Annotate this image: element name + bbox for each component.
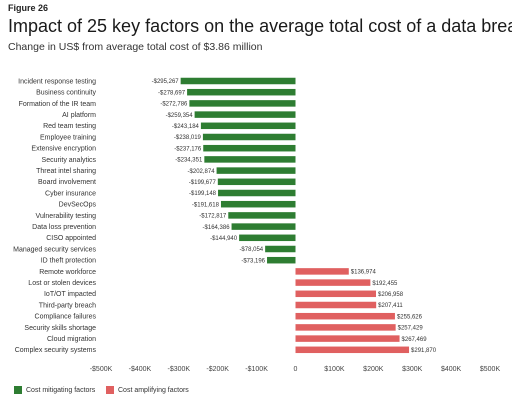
bar	[295, 279, 371, 286]
category-label: ID theft protection	[41, 258, 96, 265]
bar	[203, 144, 296, 152]
category-label: Incident response testing	[18, 78, 96, 85]
bar	[220, 200, 296, 208]
x-tick-label: $400K	[441, 366, 462, 373]
bar	[295, 301, 377, 309]
category-label: Cyber insurance	[45, 190, 96, 197]
data-label: -$278,697	[158, 90, 186, 96]
x-tick-label: -$300K	[168, 366, 191, 373]
bar	[216, 167, 296, 174]
x-tick-label: $100K	[324, 366, 345, 373]
data-label: -$238,019	[174, 135, 202, 141]
x-tick-label: -$200K	[206, 366, 229, 373]
category-label: Threat intel sharing	[36, 168, 96, 175]
bar	[295, 335, 400, 342]
data-label: -$199,677	[189, 180, 217, 186]
bar	[218, 189, 296, 197]
bar	[194, 111, 296, 118]
category-label: Third-party breach	[39, 302, 96, 309]
data-label: -$144,940	[210, 236, 238, 242]
data-label: -$202,874	[188, 169, 216, 175]
bar	[295, 268, 349, 275]
category-label: CISO appointed	[46, 235, 96, 242]
category-label: Employee training	[40, 134, 96, 141]
category-label: Security analytics	[42, 157, 97, 164]
bar	[239, 234, 296, 242]
bar	[200, 122, 296, 130]
bar	[265, 245, 296, 253]
bar	[295, 346, 410, 354]
category-label: Vulnerability testing	[36, 213, 97, 220]
bar	[202, 133, 296, 141]
category-label: AI platform	[62, 112, 96, 119]
data-label: -$78,054	[239, 247, 263, 253]
bar	[204, 156, 296, 163]
x-tick-label: -$100K	[245, 366, 268, 373]
category-label: IoT/OT impacted	[44, 291, 96, 298]
category-label: Extensive encryption	[31, 146, 96, 153]
data-label: $257,429	[398, 326, 424, 332]
bar	[295, 312, 395, 320]
chart-title: Impact of 25 key factors on the average …	[8, 16, 512, 36]
data-label: -$259,354	[166, 113, 194, 119]
category-label: Remote workforce	[39, 269, 96, 276]
data-label: -$199,148	[189, 191, 217, 197]
data-label: -$234,351	[175, 158, 203, 164]
legend-item-amplifying: Cost amplifying factors	[106, 386, 189, 394]
data-label: $267,469	[402, 337, 428, 343]
category-label: Compliance failures	[35, 314, 97, 321]
x-tick-label: -$500K	[90, 366, 113, 373]
bar	[217, 178, 296, 186]
category-label: Cloud migration	[47, 336, 96, 343]
category-label: Business continuity	[36, 90, 96, 97]
data-label: $192,455	[372, 281, 398, 287]
bar	[228, 212, 296, 219]
category-label: Formation of the IR team	[19, 101, 97, 108]
data-label: -$172,817	[199, 214, 227, 220]
figure-label: Figure 26	[8, 3, 49, 13]
data-label: -$295,267	[152, 79, 180, 85]
legend-label-mitigating: Cost mitigating factors	[26, 386, 96, 394]
category-label: Board involvement	[38, 179, 96, 186]
legend-swatch-mitigating	[14, 386, 22, 394]
category-label: Managed security services	[13, 246, 96, 253]
category-label: Security skills shortage	[24, 325, 96, 332]
legend-label-amplifying: Cost amplifying factors	[118, 386, 189, 394]
category-label: Data loss prevention	[32, 224, 96, 231]
data-label: $291,870	[411, 348, 437, 354]
data-label: -$272,786	[160, 102, 188, 108]
data-label: $206,958	[378, 292, 404, 298]
data-label: -$237,176	[174, 146, 202, 152]
x-tick-label: $200K	[363, 366, 384, 373]
data-label: -$164,386	[203, 225, 231, 231]
chart-subtitle: Change in US$ from average total cost of…	[8, 41, 263, 53]
data-label: -$191,618	[192, 202, 220, 208]
data-label: $255,626	[397, 314, 423, 320]
legend-item-mitigating: Cost mitigating factors	[14, 386, 95, 394]
x-tick-label: -$400K	[129, 366, 152, 373]
data-label: -$73,196	[241, 258, 265, 264]
category-label: DevSecOps	[59, 202, 97, 209]
category-label: Lost or stolen devices	[28, 280, 96, 287]
bar	[180, 77, 296, 85]
bar	[295, 324, 396, 331]
bar	[189, 100, 296, 107]
x-tick-label: $500K	[480, 366, 501, 373]
x-tick-label: $300K	[402, 366, 423, 373]
data-label: $207,411	[378, 303, 403, 309]
data-label: $136,974	[351, 270, 377, 276]
bar	[295, 290, 377, 298]
x-tick-label: 0	[294, 366, 298, 373]
legend-swatch-amplifying	[106, 386, 114, 394]
data-label: -$243,184	[172, 124, 200, 130]
bar	[231, 223, 296, 230]
bar	[267, 256, 296, 264]
bar	[187, 88, 296, 96]
category-label: Complex security systems	[15, 347, 97, 354]
category-label: Red team testing	[43, 123, 96, 130]
